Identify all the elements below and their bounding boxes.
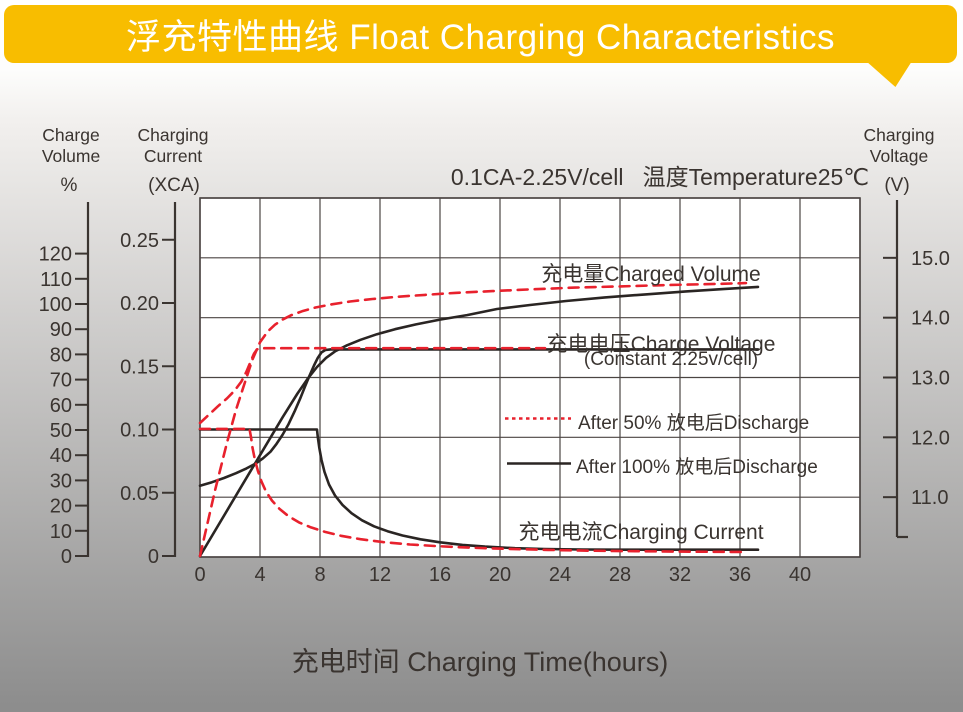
x-tick-label: 20 <box>489 564 511 586</box>
volume-tick-label: 20 <box>50 496 72 518</box>
volume-tick-label: 40 <box>50 445 72 467</box>
charged-volume-curve-label: 充电量Charged Volume <box>541 263 761 286</box>
charge-voltage-after-50pct-discharge-curve <box>198 346 547 425</box>
x-axis-title: 充电时间 Charging Time(hours) <box>291 647 669 677</box>
x-tick-label: 36 <box>729 564 751 586</box>
current-axis-header: Charging Current <box>123 125 223 167</box>
volume-tick-label: 10 <box>50 521 72 543</box>
x-tick-label: 4 <box>254 564 265 586</box>
x-tick-label: 12 <box>369 564 391 586</box>
voltage-axis-unit: (V) <box>884 175 910 196</box>
volume-axis-unit: % <box>60 175 78 196</box>
charged-volume-after-100pct-discharge-curve <box>198 285 760 558</box>
x-tick-label: 24 <box>549 564 571 586</box>
charge-voltage-curve-label: 充电电压Charge Voltage <box>546 333 776 356</box>
voltage-tick-label: 14.0 <box>911 308 950 330</box>
voltage-tick-label: 15.0 <box>911 248 950 270</box>
volume-tick-label: 110 <box>40 269 72 291</box>
charge-voltage-after-100pct-discharge-curve <box>198 348 760 488</box>
voltage-axis-header-line1: Charging <box>863 125 935 145</box>
page-title: 浮充特性曲线 Float Charging Characteristics <box>126 17 835 57</box>
title-banner: 浮充特性曲线 Float Charging Characteristics <box>4 5 957 63</box>
x-tick-label: 16 <box>429 564 451 586</box>
x-tick-label: 28 <box>609 564 631 586</box>
volume-tick-label: 60 <box>50 395 72 417</box>
voltage-tick-label: 12.0 <box>911 427 950 449</box>
voltage-axis-header: Charging Voltage <box>849 125 949 167</box>
voltage-tick-label: 11.0 <box>911 487 948 509</box>
current-tick-label: 0 <box>148 546 159 568</box>
charged-volume-after-50pct-discharge-curve <box>198 281 748 558</box>
voltage-axis-header-line2: Voltage <box>869 146 929 166</box>
volume-axis-header: Charge Volume <box>21 125 121 167</box>
current-tick-label: 0.15 <box>120 356 159 378</box>
current-axis-header-line1: Charging <box>137 125 209 145</box>
current-axis-header-line2: Current <box>143 146 203 166</box>
test-condition-label: 0.1CA-2.25V/cell 温度Temperature25℃ <box>450 164 870 190</box>
plot-border <box>199 197 861 558</box>
legend-label-after-100pct-discharge: After 100% 放电后Discharge <box>576 457 818 478</box>
x-tick-label: 0 <box>194 564 205 586</box>
volume-tick-label: 0 <box>61 546 72 568</box>
x-tick-label: 32 <box>669 564 691 586</box>
charge-voltage-curve-sublabel: (Constant 2.25v/cell) <box>583 349 759 370</box>
legend-label-after-50pct-discharge: After 50% 放电后Discharge <box>578 413 810 434</box>
volume-tick-label: 70 <box>50 370 72 392</box>
current-tick-label: 0.25 <box>120 230 159 252</box>
x-tick-label: 40 <box>789 564 811 586</box>
current-tick-label: 0.20 <box>120 293 159 315</box>
voltage-tick-label: 13.0 <box>911 367 950 389</box>
volume-tick-label: 80 <box>50 344 72 366</box>
volume-axis-header-line1: Charge <box>42 125 100 145</box>
current-tick-label: 0.10 <box>120 420 159 442</box>
charging-current-curve-label: 充电电流Charging Current <box>518 521 764 544</box>
volume-axis-header-line2: Volume <box>41 146 101 166</box>
volume-tick-label: 90 <box>50 319 72 341</box>
x-tick-label: 8 <box>314 564 325 586</box>
current-tick-label: 0.05 <box>120 483 159 505</box>
volume-tick-label: 50 <box>50 420 72 442</box>
volume-tick-label: 120 <box>39 244 72 266</box>
current-axis-unit: (XCA) <box>148 175 200 196</box>
volume-tick-label: 30 <box>50 470 72 492</box>
volume-tick-label: 100 <box>39 294 72 316</box>
charging-current-after-50pct-discharge-curve <box>198 427 749 554</box>
